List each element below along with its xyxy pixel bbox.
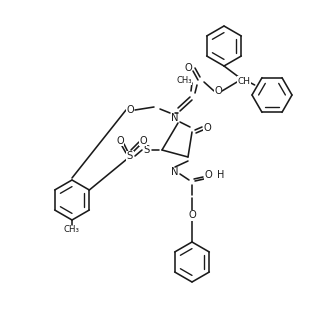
Text: S: S bbox=[144, 145, 150, 155]
Text: O: O bbox=[116, 136, 124, 146]
Text: CH₃: CH₃ bbox=[176, 76, 192, 84]
Text: H: H bbox=[217, 170, 225, 180]
Text: O: O bbox=[139, 136, 147, 146]
Text: O: O bbox=[214, 86, 222, 96]
Text: S: S bbox=[127, 151, 133, 161]
Text: O: O bbox=[126, 105, 134, 115]
Text: O: O bbox=[188, 210, 196, 220]
Text: N: N bbox=[171, 167, 179, 177]
Text: N: N bbox=[171, 113, 179, 123]
Text: O: O bbox=[184, 63, 192, 73]
Text: O: O bbox=[204, 170, 212, 180]
Text: CH₃: CH₃ bbox=[64, 225, 80, 234]
Text: CH: CH bbox=[238, 76, 250, 85]
Text: O: O bbox=[203, 123, 211, 133]
